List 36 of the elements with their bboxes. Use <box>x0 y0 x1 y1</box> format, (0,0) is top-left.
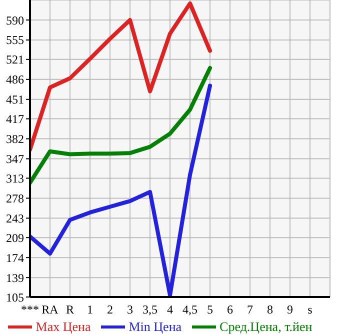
legend-label: Min Цена <box>128 318 182 334</box>
x-tick-label: *** <box>21 302 39 317</box>
x-tick-label: 3 <box>127 302 133 317</box>
y-tick-label: 243 <box>6 211 24 226</box>
y-tick-label: 590 <box>6 13 24 28</box>
x-tick-label: RA <box>42 302 59 317</box>
y-tick-label: 521 <box>6 52 24 67</box>
x-tick-label: 4 <box>167 302 173 317</box>
y-tick-label: 555 <box>6 33 24 48</box>
y-tick-label: 174 <box>6 250 24 265</box>
y-tick-label: 139 <box>6 270 24 285</box>
line-series <box>30 1 212 152</box>
y-tick-label: 313 <box>6 171 24 186</box>
x-tick-label: 8 <box>267 302 273 317</box>
y-tick-label: 486 <box>6 72 24 87</box>
y-tick-label: 278 <box>6 191 24 206</box>
y-tick-label: 347 <box>6 152 24 166</box>
x-tick-label: s <box>308 302 313 317</box>
legend-label: Max Цена <box>36 318 91 334</box>
legend-label: Сред.Цена, т.йен <box>220 318 312 334</box>
x-tick-label: 7 <box>247 302 253 317</box>
y-tick-label: 451 <box>6 92 24 107</box>
x-tick-label: 1 <box>87 302 93 317</box>
x-tick-label: 2 <box>107 302 113 317</box>
x-tick-label: 6 <box>227 302 233 317</box>
y-tick-label: 209 <box>6 230 24 245</box>
y-tick-label: 382 <box>6 132 24 146</box>
y-tick-label: 105 <box>6 290 24 304</box>
y-tick-label: 417 <box>6 112 24 126</box>
line-series <box>30 66 212 185</box>
x-tick-label: 5 <box>207 302 213 317</box>
x-tick-label: 3,5 <box>142 302 158 317</box>
x-tick-label: R <box>66 302 74 317</box>
x-tick-label: 4,5 <box>182 302 198 317</box>
x-tick-label: 9 <box>287 302 293 317</box>
line-series <box>30 84 212 297</box>
